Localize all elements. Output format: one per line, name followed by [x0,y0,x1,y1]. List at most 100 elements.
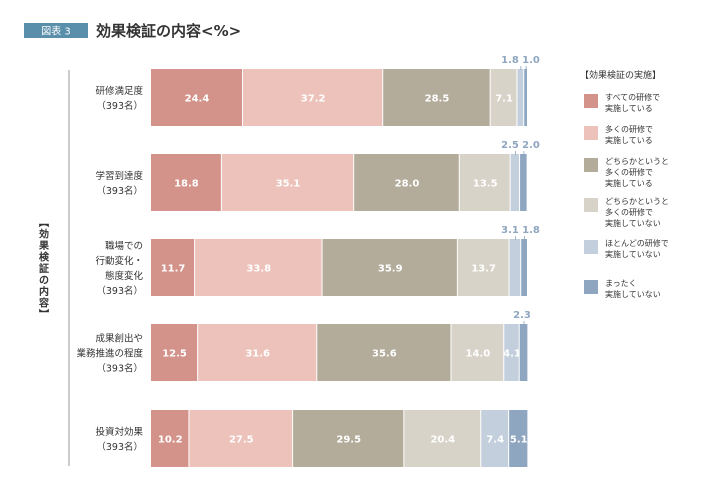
data-label: 3.1 [501,225,519,236]
data-label: 11.7 [161,264,186,275]
data-label: 7.1 [495,94,513,105]
vertical-axis-label: ︻効果検証の内容︼ [38,218,50,321]
legend-label: 多くの研修で [605,167,653,177]
legend-swatch [584,158,598,172]
data-label: 20.4 [430,435,455,446]
chart-title: 効果検証の内容<%> [96,22,241,40]
data-label: 35.1 [276,179,301,190]
figure-badge: 図表 3 [41,25,71,38]
legend-swatch [584,198,598,212]
legend-swatch [584,126,598,140]
data-label: 2.3 [513,310,531,321]
vertical-label-char: 効 [39,228,49,241]
legend-label: 実施している [605,178,653,188]
bar-segment [519,324,528,381]
data-label: 37.2 [301,94,326,105]
legend-label: 多くの研修で [605,124,653,134]
bar-segment [517,69,524,126]
data-label: 10.2 [158,435,183,446]
data-label: 27.5 [229,435,254,446]
data-label: 1.8 [501,55,519,66]
category-label: （393名） [96,441,143,453]
bar-segment [293,410,404,467]
data-label: 1.0 [522,55,540,66]
bar-segment [242,69,383,126]
bar-segment [151,239,195,296]
legend-label: すべての研修で [605,92,660,102]
category-label: 研修満足度 [95,85,143,97]
legend-label: どちらかというと [605,157,669,166]
bar-segment [151,69,242,126]
vertical-label-char: 検 [39,251,50,264]
bar-segment [354,154,459,211]
bar-segment [221,154,354,211]
bar-segment [404,410,481,467]
legend: 【効果検証の実施】すべての研修で実施している多くの研修で実施しているどちらかとい… [580,69,669,299]
category-label: 成果創出や [95,333,143,345]
vertical-label-char: 証 [39,262,49,275]
legend-title: 【効果検証の実施】 [580,69,661,81]
bar-segment [457,239,509,296]
data-label: 13.5 [473,179,498,190]
legend-label: 実施していない [605,249,661,259]
bar-segment [524,69,527,126]
bar-segment [520,154,527,211]
data-label: 29.5 [336,435,361,446]
figure-badge-bg [24,23,88,38]
bar-segment [151,410,189,467]
bar-segment [151,154,221,211]
bar-segment [189,410,293,467]
data-label: 4.1 [503,349,521,360]
data-label: 1.8 [522,225,540,236]
category-label: （393名） [96,363,143,375]
vertical-label-char: ︼ [39,308,49,321]
data-label: 2.0 [522,140,540,151]
data-label: 35.6 [372,349,397,360]
data-label: 31.6 [245,349,270,360]
vertical-label-char: 容 [38,297,49,310]
data-label: 18.8 [174,179,199,190]
legend-label: ほとんどの研修で [605,238,669,248]
bar-segment [322,239,457,296]
bar-segment [383,69,490,126]
category-label: 職場での [105,240,143,252]
legend-label: 実施している [605,135,653,145]
bar-segment [195,239,322,296]
bar-segment [509,410,528,467]
bar-segment [510,154,520,211]
legend-label: まったく [605,279,637,288]
legend-swatch [584,94,598,108]
vertical-label-char: の [39,276,49,287]
legend-label: 実施している [605,103,653,113]
plot-area: 研修満足度（393名）24.4 37.2 28.5 7.11.8 1.0学習到達度（39… [76,55,540,467]
data-label: 33.8 [246,264,271,275]
bar-segment [490,69,517,126]
category-label: 投資対効果 [95,426,143,438]
category-label: 学習到達度 [95,170,143,182]
data-label: 12.5 [162,349,187,360]
bar-segment [481,410,509,467]
bar-segment [317,324,451,381]
bar-segment [151,324,198,381]
legend-swatch [584,240,598,254]
data-label: 2.5 [501,140,519,151]
category-label: （393名） [96,185,143,197]
data-label: 35.9 [378,264,403,275]
data-label: 24.4 [185,94,210,105]
category-label: （393名） [96,285,143,297]
legend-label: 実施していない [605,289,661,299]
bar-segment [459,154,510,211]
category-label: 行動変化・ [95,255,143,267]
data-label: 7.4 [486,435,504,446]
data-label: 28.5 [425,94,450,105]
data-label: 28.0 [395,179,420,190]
data-label: 5.1 [510,435,528,446]
vertical-label-char: ︻ [39,218,49,229]
bar-segment [509,239,521,296]
category-label: 業務推進の程度 [76,348,143,360]
legend-label: 多くの研修で [605,207,653,217]
legend-swatch [584,280,598,294]
vertical-label-char: 内 [39,285,49,298]
